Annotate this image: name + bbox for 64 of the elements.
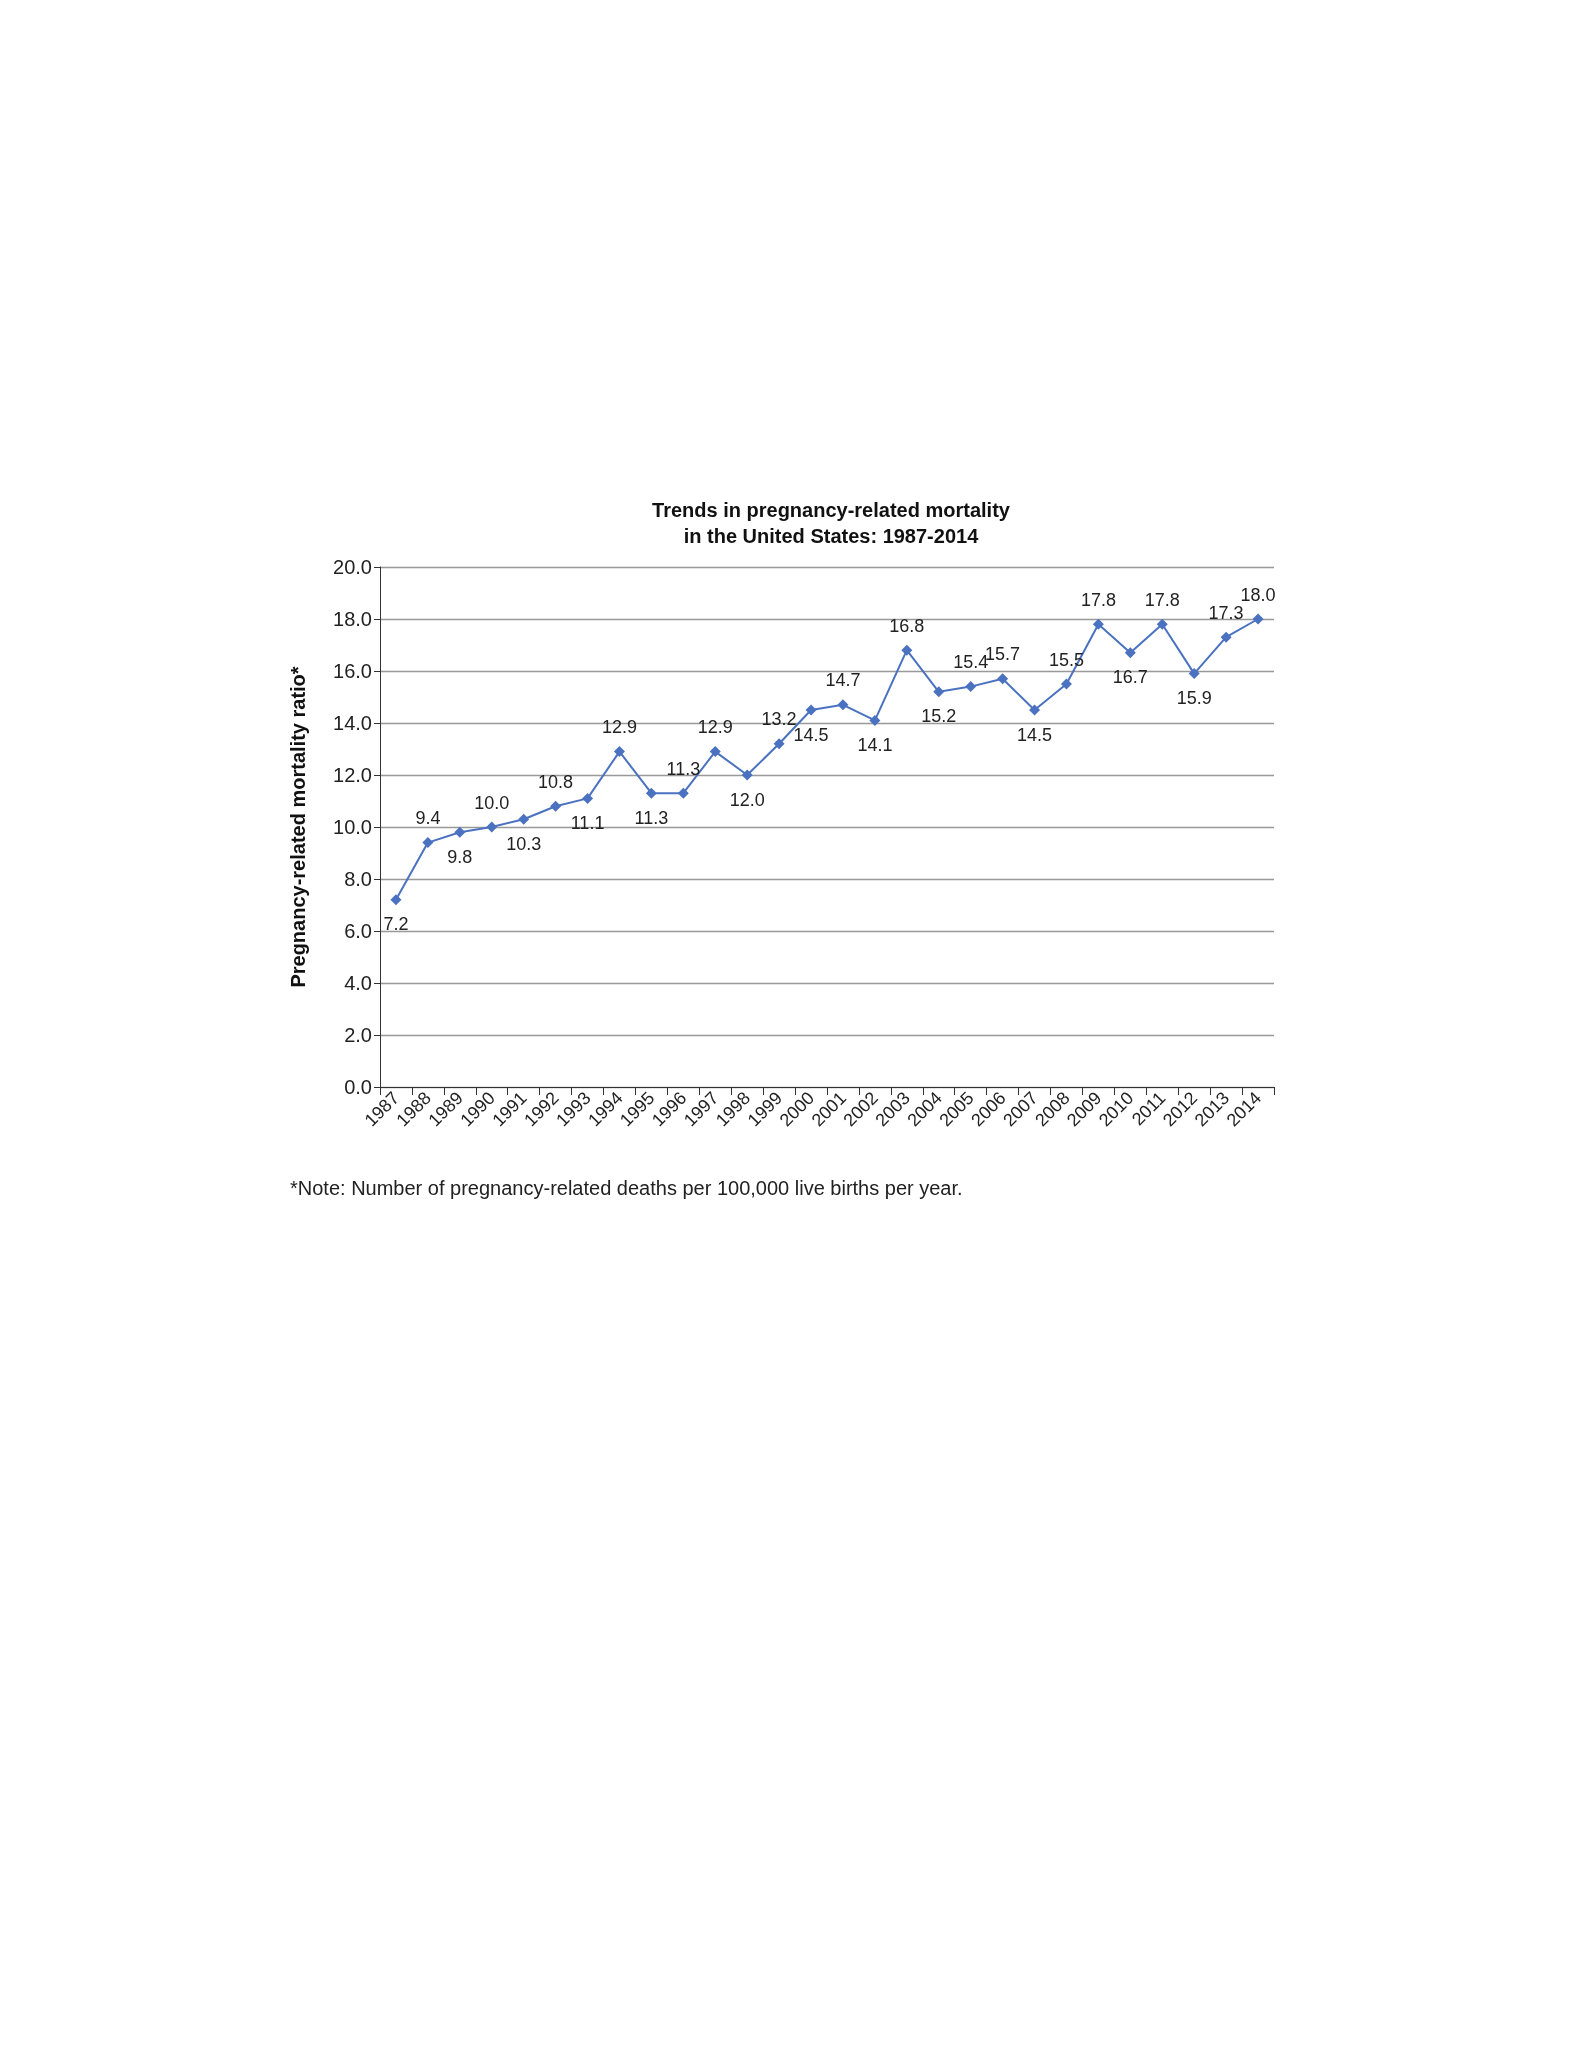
y-tick-label: 12.0 bbox=[333, 764, 372, 786]
data-label: 10.8 bbox=[538, 771, 574, 792]
y-tick-label: 16.0 bbox=[333, 660, 372, 682]
data-label: 11.3 bbox=[666, 758, 701, 779]
data-label: 10.3 bbox=[506, 833, 542, 854]
point bbox=[1188, 668, 1200, 680]
y-tick-label: 10.0 bbox=[333, 816, 372, 838]
y-axis-title: Pregnancy-related mortality ratio* bbox=[287, 666, 309, 988]
data-label: 17.3 bbox=[1208, 602, 1244, 623]
text: *Note: Number of pregnancy-related deaths per 100,000 live births per year. bbox=[290, 1177, 963, 1199]
point bbox=[901, 644, 913, 656]
data-label: 9.8 bbox=[447, 846, 473, 867]
point bbox=[773, 738, 785, 750]
data-label: 17.8 bbox=[1144, 589, 1180, 610]
y-tick-label: 20.0 bbox=[333, 556, 372, 578]
data-label: 12.9 bbox=[601, 717, 637, 738]
data-label: 16.8 bbox=[889, 615, 925, 636]
data-label: 14.1 bbox=[857, 734, 893, 755]
point bbox=[837, 699, 849, 711]
data-label: 11.1 bbox=[570, 812, 605, 833]
data-label: 15.2 bbox=[921, 706, 957, 727]
point bbox=[1124, 647, 1136, 659]
point bbox=[869, 714, 881, 726]
point bbox=[1220, 631, 1232, 643]
point bbox=[486, 821, 498, 833]
y-tick-label: 6.0 bbox=[344, 920, 372, 942]
point bbox=[390, 894, 402, 906]
data-label: 16.7 bbox=[1112, 667, 1148, 688]
point bbox=[677, 787, 689, 799]
data-label: 17.8 bbox=[1080, 589, 1116, 610]
data-label: 18.0 bbox=[1240, 584, 1276, 605]
point bbox=[582, 792, 594, 804]
y-tick-label: 2.0 bbox=[344, 1024, 372, 1046]
y-tick-label: 18.0 bbox=[333, 608, 372, 630]
point bbox=[645, 787, 657, 799]
point bbox=[1156, 618, 1168, 630]
data-label: 11.3 bbox=[634, 807, 669, 828]
point bbox=[709, 746, 721, 758]
point bbox=[933, 686, 945, 698]
point bbox=[550, 800, 562, 812]
point bbox=[518, 813, 530, 825]
point bbox=[1092, 618, 1104, 630]
y-tick-label: 4.0 bbox=[344, 972, 372, 994]
data-label: 14.5 bbox=[1017, 724, 1053, 745]
y-tick-label: 8.0 bbox=[344, 868, 372, 890]
data-label: 7.2 bbox=[383, 914, 409, 935]
point bbox=[965, 681, 977, 693]
data-label: 12.0 bbox=[729, 789, 765, 810]
point bbox=[997, 673, 1009, 685]
data-label: 12.9 bbox=[697, 717, 733, 738]
point bbox=[741, 769, 753, 781]
chart-title: Trends in pregnancy-related mortality in the United States: 1987-2014 bbox=[652, 499, 1011, 547]
data-label: 15.9 bbox=[1176, 688, 1212, 709]
point bbox=[422, 837, 434, 849]
y-tick-label: 14.0 bbox=[333, 712, 372, 734]
point bbox=[1029, 704, 1041, 716]
point bbox=[1252, 613, 1264, 625]
point bbox=[613, 746, 625, 758]
data-label: 9.4 bbox=[415, 808, 441, 829]
point bbox=[805, 704, 817, 716]
point bbox=[454, 826, 466, 838]
data-label: 14.7 bbox=[825, 670, 861, 691]
point bbox=[1060, 678, 1072, 690]
data-label: 10.0 bbox=[474, 792, 510, 813]
